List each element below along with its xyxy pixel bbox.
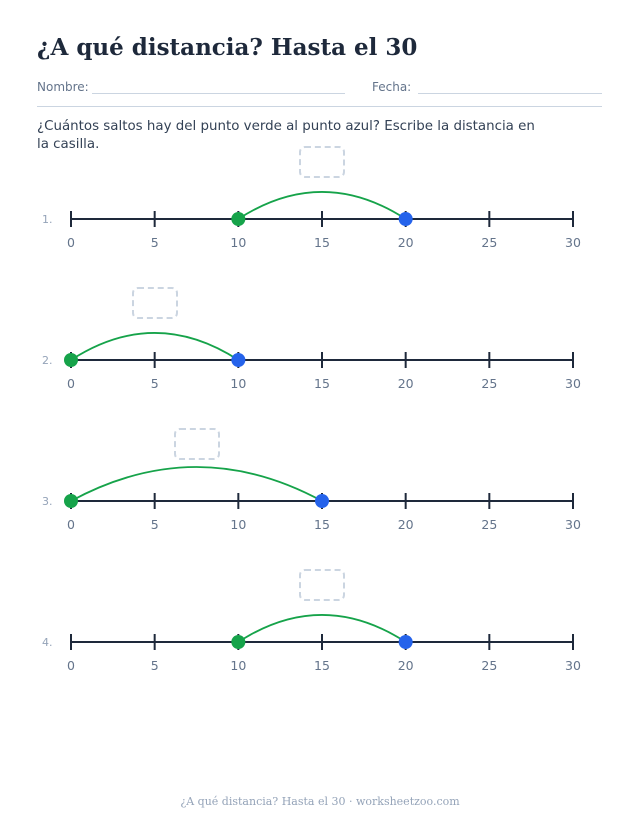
answer-box[interactable] bbox=[299, 146, 345, 178]
problem-number: 1. bbox=[42, 213, 53, 226]
tick-label: 20 bbox=[398, 517, 414, 532]
tick-label: 20 bbox=[398, 235, 414, 250]
number-line: 2. 0 5 10 15 20 25 30 bbox=[42, 332, 581, 391]
problem: 1. 0 5 10 15 20 25 30 bbox=[0, 141, 640, 251]
tick-label: 15 bbox=[314, 376, 330, 391]
problem-number: 3. bbox=[42, 495, 53, 508]
tick-label: 0 bbox=[67, 658, 75, 673]
tick-label: 25 bbox=[481, 658, 497, 673]
problem: 2. 0 5 10 15 20 25 30 bbox=[0, 282, 640, 392]
jump-arc bbox=[237, 191, 407, 220]
tick-label: 10 bbox=[230, 658, 246, 673]
problem: 3. 0 5 10 15 20 25 30 bbox=[0, 423, 640, 533]
tick-label: 0 bbox=[67, 517, 75, 532]
start-point-green bbox=[64, 353, 78, 367]
tick-label: 10 bbox=[230, 517, 246, 532]
tick-label: 5 bbox=[151, 235, 159, 250]
tick-label: 30 bbox=[565, 517, 581, 532]
number-line: 4. 0 5 10 15 20 25 30 bbox=[42, 614, 581, 673]
header-divider bbox=[37, 106, 602, 107]
jump-arc bbox=[70, 466, 323, 502]
problem-number: 4. bbox=[42, 636, 53, 649]
start-point-green bbox=[64, 494, 78, 508]
start-point-green bbox=[231, 635, 246, 649]
end-point-blue bbox=[398, 212, 413, 226]
tick-label: 25 bbox=[481, 235, 497, 250]
answer-box[interactable] bbox=[173, 428, 220, 460]
footer: ¿A qué distancia? Hasta el 30 · workshee… bbox=[180, 795, 460, 808]
name-label: Nombre: bbox=[37, 80, 89, 94]
tick-label: 10 bbox=[230, 376, 246, 391]
tick-label: 5 bbox=[151, 376, 159, 391]
problem: 4. 0 5 10 15 20 25 30 bbox=[0, 564, 640, 674]
date-label: Fecha: bbox=[372, 80, 412, 94]
tick-label: 10 bbox=[230, 235, 246, 250]
tick-label: 20 bbox=[398, 376, 414, 391]
answer-box[interactable] bbox=[131, 287, 178, 319]
number-line: 3. 0 5 10 15 20 25 30 bbox=[42, 466, 581, 532]
end-point-blue bbox=[315, 494, 329, 508]
instructions: ¿Cuántos saltos hay del punto verde al p… bbox=[37, 119, 535, 152]
name-field[interactable] bbox=[92, 93, 345, 94]
tick-label: 5 bbox=[151, 517, 159, 532]
tick-label: 30 bbox=[565, 235, 581, 250]
number-line: 1. 0 5 10 15 20 25 30 bbox=[42, 191, 581, 250]
tick-label: 20 bbox=[398, 658, 414, 673]
answer-box[interactable] bbox=[299, 569, 345, 601]
jump-arc bbox=[237, 614, 407, 643]
tick-label: 0 bbox=[67, 235, 75, 250]
start-point-green bbox=[231, 212, 246, 226]
page-title: ¿A qué distancia? Hasta el 30 bbox=[37, 34, 418, 61]
problem-number: 2. bbox=[42, 354, 53, 367]
tick-label: 5 bbox=[151, 658, 159, 673]
end-point-blue bbox=[398, 635, 413, 649]
tick-label: 0 bbox=[67, 376, 75, 391]
tick-label: 30 bbox=[565, 376, 581, 391]
end-point-blue bbox=[231, 353, 246, 367]
jump-arc bbox=[70, 332, 239, 361]
date-field[interactable] bbox=[418, 93, 602, 94]
tick-label: 15 bbox=[314, 658, 330, 673]
tick-label: 15 bbox=[314, 235, 330, 250]
tick-label: 15 bbox=[314, 517, 330, 532]
tick-label: 25 bbox=[481, 376, 497, 391]
tick-label: 30 bbox=[565, 658, 581, 673]
tick-label: 25 bbox=[481, 517, 497, 532]
